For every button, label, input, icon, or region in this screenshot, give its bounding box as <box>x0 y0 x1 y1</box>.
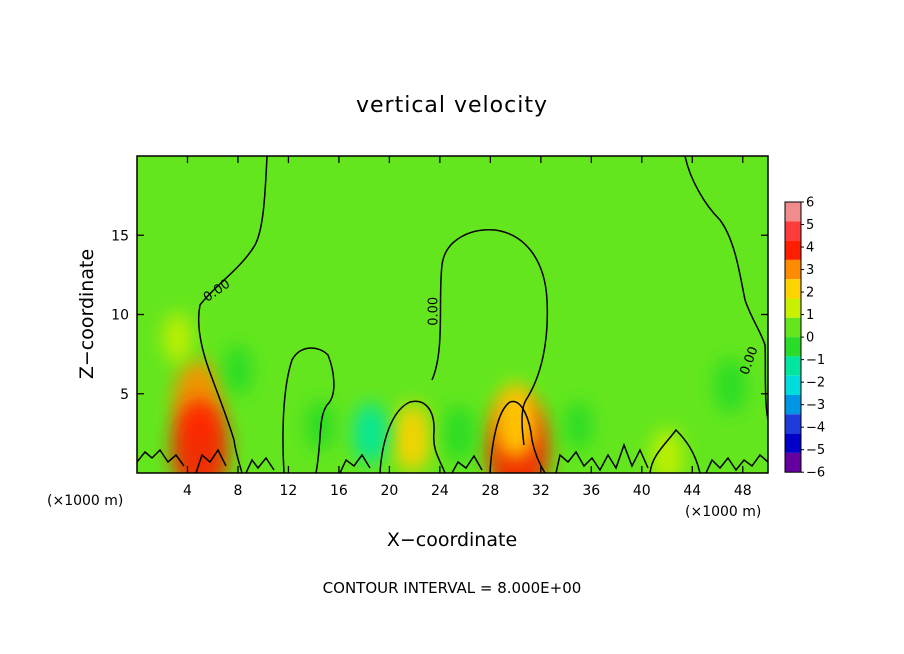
colorbar-label-7: −1 <box>806 353 825 368</box>
colorbar-segment-4 <box>785 279 801 299</box>
x-tick-label-11: 48 <box>734 483 752 499</box>
y-tick-label-0: 5 <box>120 387 129 403</box>
colorbar-label-3: 3 <box>806 263 814 278</box>
field-feature-5 <box>305 400 335 451</box>
zero-contour-bump-2 <box>379 400 446 473</box>
colorbar-label-4: 2 <box>806 286 814 301</box>
colorbar-segment-5 <box>785 298 801 318</box>
zero-contour-bump-1 <box>282 347 335 473</box>
colorbar-segment-6 <box>785 317 801 338</box>
field-feature-1 <box>171 399 229 473</box>
colorbar-label-9: −3 <box>806 398 825 413</box>
x-tick-label-3: 16 <box>330 483 348 499</box>
colorbar-label-10: −4 <box>806 421 825 436</box>
y-tick-label-1: 10 <box>111 308 129 324</box>
colorbar-label-5: 1 <box>806 308 814 323</box>
colorbar-segment-13 <box>785 452 801 473</box>
field-features <box>162 313 747 473</box>
colorbar-segment-7 <box>785 337 801 357</box>
x-unit-left: (×1000 m) <box>47 493 123 509</box>
colorbar-segment-10 <box>785 395 801 415</box>
y-axis: 5 10 15 <box>111 228 768 403</box>
field-feature-6 <box>352 402 389 464</box>
colorbar-label-8: −2 <box>806 376 825 391</box>
zero-contour-ground-noise <box>137 442 768 473</box>
contour-label-1: 0.00 <box>426 297 441 326</box>
colorbar-segment-11 <box>785 414 801 434</box>
field-feature-8 <box>223 344 253 396</box>
colorbar-segment-8 <box>785 356 801 376</box>
x-tick-label-4: 20 <box>380 483 398 499</box>
x-tick-label-7: 32 <box>532 483 550 499</box>
y-tick-label-2: 15 <box>111 228 129 244</box>
y-axis-label: Z−coordinate <box>76 249 98 379</box>
colorbar-label-1: 5 <box>806 218 814 233</box>
x-axis: 4 8 12 16 20 24 28 32 36 40 44 48 <box>183 156 752 499</box>
x-tick-label-6: 28 <box>481 483 499 499</box>
colorbar-segment-12 <box>785 433 801 453</box>
x-unit-right: (×1000 m) <box>685 504 761 520</box>
colorbar-segment-3 <box>785 259 801 280</box>
field-feature-3 <box>493 382 538 459</box>
field-feature-7 <box>442 405 476 462</box>
chart-title: vertical velocity <box>356 93 548 118</box>
x-tick-label-0: 4 <box>183 483 192 499</box>
colorbar-label-2: 4 <box>806 241 814 256</box>
field-feature-4 <box>392 403 432 473</box>
colorbar-segment-0 <box>785 202 801 222</box>
colorbar-label-6: 0 <box>806 331 814 346</box>
field-feature-11 <box>650 429 684 473</box>
zero-contour-center <box>431 229 549 446</box>
x-axis-label: X−coordinate <box>387 529 517 551</box>
x-tick-label-9: 40 <box>633 483 651 499</box>
field-feature-10 <box>713 357 747 414</box>
field-feature-12 <box>162 313 192 364</box>
x-tick-label-1: 8 <box>233 483 242 499</box>
colorbar-label-11: −5 <box>806 443 825 458</box>
contour-interval: CONTOUR INTERVAL = 8.000E+00 <box>323 579 582 597</box>
x-tick-label-8: 36 <box>582 483 600 499</box>
colorbar-segment-2 <box>785 240 801 260</box>
field-feature-9 <box>564 401 593 450</box>
zero-contour-bump-4 <box>649 428 701 473</box>
x-tick-label-10: 44 <box>683 483 701 499</box>
x-tick-label-5: 24 <box>431 483 449 499</box>
colorbar-segment-9 <box>785 375 801 395</box>
colorbar-label-12: −6 <box>806 466 825 481</box>
colorbar-segment-1 <box>785 221 801 241</box>
x-tick-label-2: 12 <box>280 483 298 499</box>
zero-contour-right <box>684 156 768 421</box>
colorbar-label-0: 6 <box>806 196 814 211</box>
colorbar: 6 5 4 3 2 1 0 −1 −2 −3 −4 −5 −6 <box>784 196 825 481</box>
zero-contour-left <box>197 156 268 473</box>
zero-contour-bump-3 <box>489 400 546 473</box>
